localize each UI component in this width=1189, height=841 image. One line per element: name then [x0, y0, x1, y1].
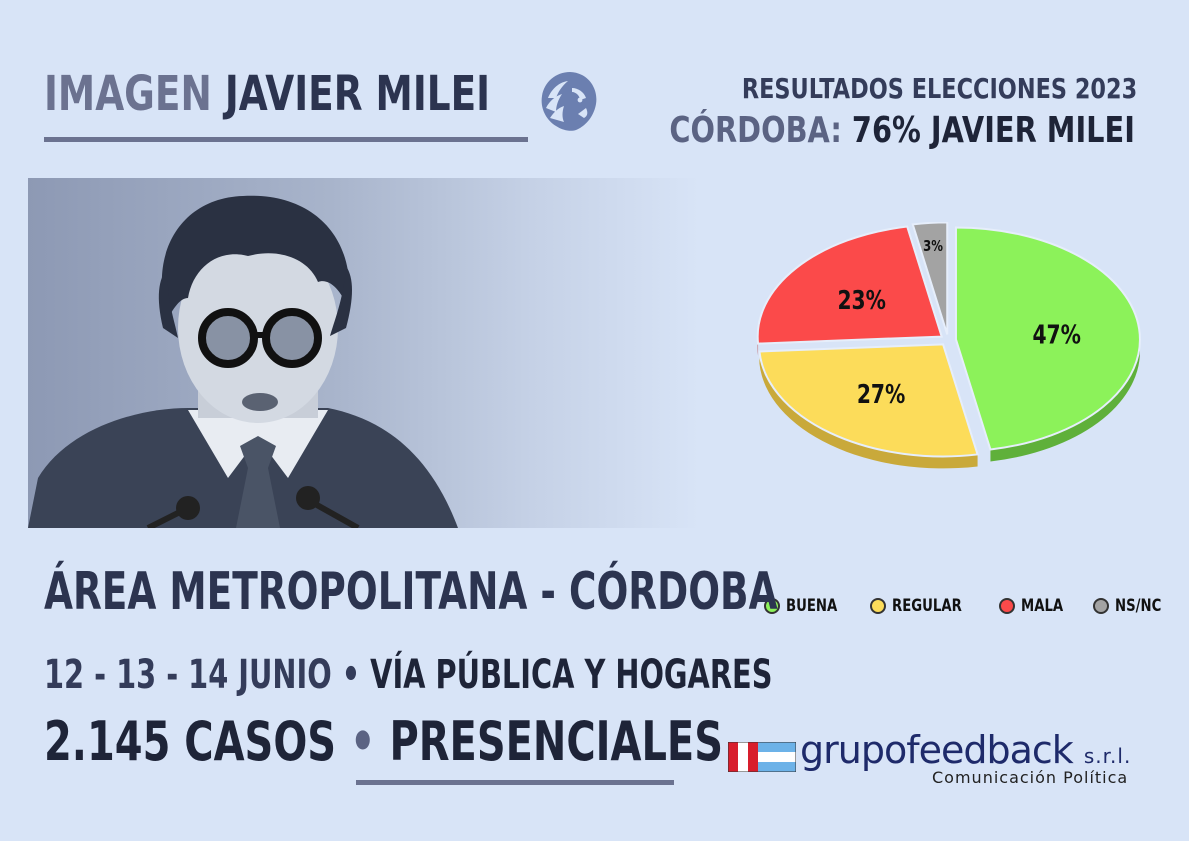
mode-underline	[356, 780, 674, 785]
pie-slice-nsnc	[911, 222, 949, 335]
candidate-photo	[28, 178, 700, 528]
logo-suffix: s.r.l.	[1083, 744, 1132, 768]
pie-slice-side-buena	[990, 339, 1140, 462]
pie-slice-regular	[758, 343, 979, 458]
results-percentage: 76% JAVIER MILEI	[851, 110, 1135, 151]
survey-dates-line: 12 - 13 - 14 JUNIO • VÍA PÚBLICA Y HOGAR…	[44, 652, 772, 698]
logo-tagline: Comunicación Política	[932, 768, 1129, 787]
legend-swatch	[869, 598, 886, 614]
legend-swatch	[1093, 598, 1110, 614]
legend-item-mala: MALA	[999, 596, 1075, 616]
results-value: CÓRDOBA: 76% JAVIER MILEI	[669, 110, 1135, 151]
legend-item-nsnc: NS/NC	[1093, 596, 1174, 616]
pie-slice-buena	[954, 226, 1141, 451]
argentina-peru-flag-icon	[728, 742, 796, 772]
title-name: JAVIER MILEI	[224, 66, 491, 122]
legend-item-regular: REGULAR	[869, 596, 982, 616]
pie-label-buena: 47%	[1032, 320, 1081, 350]
legend-swatch	[999, 598, 1016, 614]
legend-label: NS/NC	[1115, 596, 1162, 616]
results-title: RESULTADOS ELECCIONES 2023	[741, 72, 1137, 105]
cases-separator: •	[350, 710, 376, 773]
legend-label: REGULAR	[891, 596, 962, 616]
legend-label: BUENA	[786, 596, 838, 616]
survey-cases: 2.145 CASOS	[44, 710, 337, 773]
survey-cases-line: 2.145 CASOS • PRESENCIALES	[44, 710, 723, 773]
pie-chart: 47% 27% 23% 3%	[756, 222, 1141, 469]
results-region: CÓRDOBA:	[669, 110, 842, 151]
chart-legend: BUENA REGULAR MALA NS/NC	[764, 596, 1175, 616]
survey-method: VÍA PÚBLICA Y HOGARES	[370, 652, 773, 698]
legend-swatch	[764, 598, 780, 614]
lion-head-icon	[541, 72, 597, 131]
pie-slice-mala	[756, 225, 944, 345]
dates-separator: •	[341, 652, 361, 698]
survey-area: ÁREA METROPOLITANA - CÓRDOBA	[44, 562, 778, 622]
legend-label: MALA	[1021, 596, 1064, 616]
company-logo: grupofeedback s.r.l. Comunicación Políti…	[728, 728, 1148, 792]
survey-dates: 12 - 13 - 14 JUNIO	[44, 652, 332, 698]
page-title: IMAGEN JAVIER MILEI	[44, 66, 616, 122]
pie-label-mala: 23%	[837, 285, 886, 315]
pie-label-regular: 27%	[857, 380, 906, 410]
survey-mode: PRESENCIALES	[389, 710, 724, 773]
legend-item-buena: BUENA	[764, 596, 852, 616]
logo-name: grupofeedback s.r.l.	[800, 728, 1132, 772]
pie-label-nsnc: 3%	[923, 239, 943, 256]
title-underline	[44, 137, 528, 142]
title-prefix: IMAGEN	[44, 66, 212, 122]
